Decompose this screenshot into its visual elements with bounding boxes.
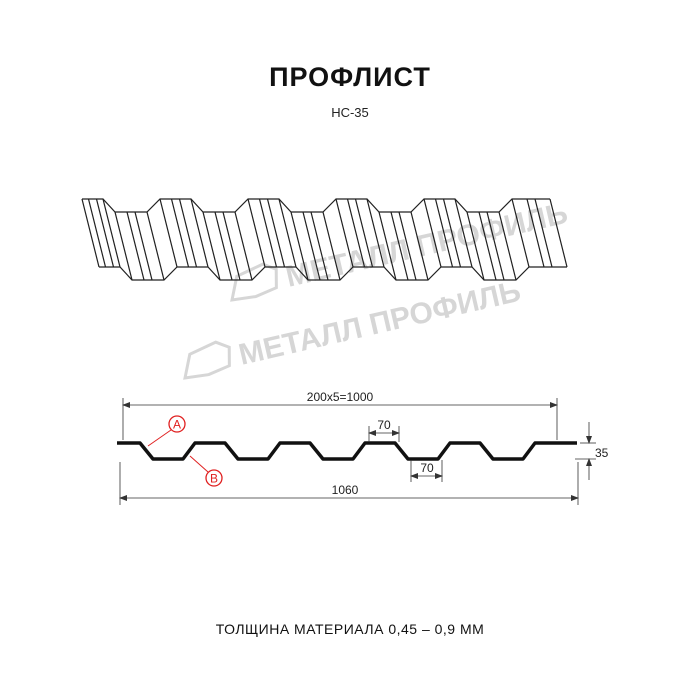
- sheet-fold-line: [102, 198, 121, 268]
- marker-b-label: B: [210, 472, 218, 486]
- sheet-stiffener-line: [87, 198, 107, 268]
- sheet-fold-line: [335, 198, 354, 268]
- marker-a: A: [147, 415, 186, 447]
- sheet-fold-line: [378, 211, 397, 281]
- marker-a-label: A: [173, 418, 181, 432]
- sheet-stiffener-line: [134, 211, 153, 281]
- sheet-fold-line: [81, 198, 100, 268]
- sheet-stiffener-line: [302, 211, 321, 281]
- sheet-fold-line: [454, 198, 473, 268]
- sheet-fold-line: [498, 211, 517, 281]
- marker-b-leader: [189, 455, 209, 473]
- marker-b-circle: [205, 469, 223, 487]
- sheet-fold-line: [159, 198, 178, 268]
- sheet-stiffener-line: [398, 211, 417, 281]
- sheet-fold-line: [247, 198, 266, 268]
- sheet-stiffener-line: [354, 198, 374, 268]
- sheet-stiffener-line: [266, 198, 286, 268]
- sheet-fold-line: [549, 198, 568, 268]
- sheet-3d-view: [81, 198, 568, 281]
- sheet-stiffener-line: [442, 198, 462, 268]
- sheet-stiffener-line: [222, 211, 241, 281]
- sheet-fold-line: [190, 198, 209, 268]
- sheet-fold-line: [290, 211, 309, 281]
- sheet-stiffener-line: [526, 198, 545, 268]
- sheet-fold-line: [278, 198, 297, 268]
- sheet-stiffener-line: [390, 211, 409, 281]
- sheet-fold-line: [114, 211, 133, 281]
- sheet-stiffener-line: [478, 211, 497, 281]
- watermark-bottom: МЕТАЛЛ ПРОФИЛЬ: [183, 275, 524, 380]
- sheet-stiffener-line: [178, 198, 198, 268]
- sheet-stiffener-line: [170, 198, 190, 268]
- sheet-top-edge: [82, 198, 550, 213]
- dimension-total-label: 1060: [332, 483, 359, 497]
- sheet-stiffener-line: [95, 198, 115, 268]
- profile-cross-section: [117, 441, 577, 461]
- sheet-fold-line: [146, 211, 165, 281]
- sheet-stiffener-line: [534, 198, 553, 268]
- sheet-stiffener-line: [486, 211, 505, 281]
- dimension-rib-bottom-label: 70: [420, 461, 434, 475]
- sheet-stiffener-line: [310, 211, 329, 281]
- sheet-fold-line: [366, 198, 385, 268]
- watermark-text: МЕТАЛЛ ПРОФИЛЬ: [236, 275, 524, 372]
- marker-b: B: [189, 455, 223, 487]
- sheet-fold-line: [234, 211, 253, 281]
- sheet-stiffener-line: [434, 198, 454, 268]
- sheet-fold-line: [322, 211, 341, 281]
- sheet-fold-line: [466, 211, 485, 281]
- sheet-fold-line: [511, 198, 530, 268]
- page-title: ПРОФЛИСТ: [269, 62, 431, 92]
- material-thickness: ТОЛЩИНА МАТЕРИАЛА 0,45 – 0,9 ММ: [215, 621, 485, 637]
- dimension-pitch-label: 200x5=1000: [307, 390, 374, 404]
- watermark-logo-icon: [230, 262, 278, 302]
- sheet-stiffener-line: [126, 211, 145, 281]
- sheet-bottom-edge: [99, 266, 567, 281]
- sheet-stiffener-line: [258, 198, 278, 268]
- sheet-stiffener-line: [346, 198, 366, 268]
- sheet-fold-line: [202, 211, 221, 281]
- dimension-height-label: 35: [595, 446, 609, 460]
- sheet-fold-line: [410, 211, 429, 281]
- marker-a-leader: [147, 429, 172, 447]
- marker-a-circle: [168, 415, 186, 433]
- product-code: НС-35: [331, 105, 369, 120]
- watermark-logo-icon: [183, 340, 231, 380]
- sheet-fold-line: [423, 198, 442, 268]
- sheet-stiffener-line: [214, 211, 233, 281]
- dimension-rib-top-label: 70: [377, 418, 391, 432]
